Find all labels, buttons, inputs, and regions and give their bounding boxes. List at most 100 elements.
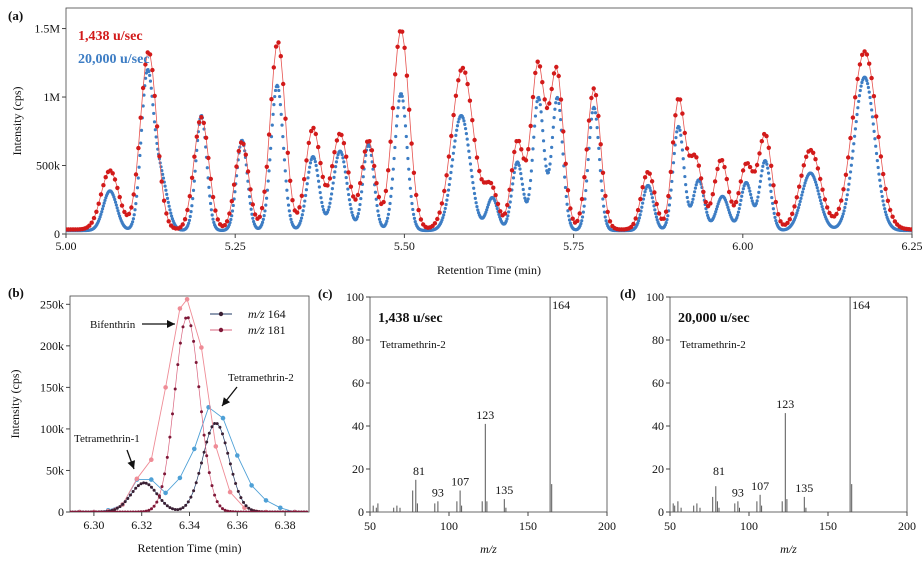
series-1438-point [860,52,865,57]
series-1438-point [222,223,227,228]
series-20000-point [513,166,517,170]
series-20000-point [448,177,452,181]
series-20000-point [852,142,856,146]
panel-d-peak-label: 81 [713,464,725,478]
series-20000-point [316,179,321,183]
series-1438-point [213,208,218,213]
series-20000-point [692,194,696,198]
series-mz-181-point [284,510,288,512]
series-20000-point [282,158,287,162]
sparse-series-2-point [149,457,154,463]
series-1438-point [369,148,375,153]
series-1438-point [759,139,764,144]
series-20000-point [152,111,156,116]
series-20000-point [848,170,853,174]
series-1438-point [584,147,589,152]
series-20000-point [497,212,501,216]
series-20000-point [586,157,590,162]
series-20000-point [706,213,710,217]
series-1438-point [745,161,750,166]
series-20000-point [581,210,585,214]
series-1438-point [535,59,540,64]
series-20000-point [766,166,770,170]
series-1438-point [404,73,410,78]
series-20000-point [403,124,408,128]
panel-c: (c) 0 20 40 60 80 100 50 100 150 200 m/z 1,438 u/sec… [318,286,616,556]
series-mz-181-point [168,435,172,439]
series-1438-point [388,139,393,144]
panel-d-xtick-label: 50 [664,519,676,533]
series-20000-point [100,207,105,211]
panel-c-peak-label: 123 [476,408,494,422]
series-1438-point [276,40,281,45]
series-20000-point [321,204,325,209]
series-20000-point [390,186,394,190]
series-mz-181-point [286,510,290,512]
series-mz-181-point [260,510,264,512]
series-1438-point [332,150,337,155]
series-20000-point [841,212,845,216]
series-20000-point [270,123,274,127]
series-1438-point [794,195,799,200]
series-mz-164-point [134,486,138,490]
series-1438-point [435,216,440,222]
panel-a-series-blue [66,68,912,233]
series-1438-point [285,150,290,155]
series-20000-point [144,71,148,75]
series-20000-point [115,206,119,210]
series-20000-point [844,197,849,202]
series-20000-point [267,169,271,173]
series-20000-point [134,202,138,206]
series-1438-point [393,72,398,77]
series-20000-point [187,218,192,222]
series-mz-181-point [139,510,143,512]
series-20000-point [693,190,697,194]
series-20000-point [878,178,882,182]
series-mz-181-point [186,316,190,320]
series-1438-point [416,207,421,213]
series-1438-point [463,70,468,75]
series-1438-point [234,164,239,169]
series-20000-point [249,207,253,211]
series-20000-point [875,159,879,163]
series-1438-point [862,49,867,54]
series-20000-point [394,124,399,128]
series-20000-point [350,210,354,214]
series-20000-point [333,170,337,174]
series-1438-point [189,175,195,180]
series-20000-point [698,180,702,184]
series-20000-point [168,208,172,212]
series-20000-point [113,197,117,202]
series-20000-point [538,103,542,107]
series-mz-164-point [173,508,177,511]
series-20000-point [533,124,537,128]
series-mz-181-point [202,433,206,437]
series-20000-point [442,210,447,214]
series-20000-point [561,152,565,156]
series-1438-point [869,75,874,81]
panel-d-xtick-label: 100 [740,519,758,533]
series-20000-point [135,186,140,190]
panel-a-ytick-label: 0 [54,227,60,241]
series-20000-point [394,134,398,139]
sparse-series-2-point [177,306,183,311]
series-20000-point [131,220,135,224]
series-1438-point [815,166,821,171]
series-1438-point [797,184,802,189]
series-20000-point [152,120,157,124]
sparse-series-1-point [192,446,197,452]
series-20000-point [133,208,137,212]
series-mz-181-point [144,509,148,512]
series-1438-point [635,207,641,213]
series-20000-point [402,106,406,110]
series-20000-point [674,135,678,140]
series-20000-point [472,191,477,196]
series-20000-point [228,220,232,225]
series-mz-181-point [221,507,224,511]
series-mz-164-point [202,450,206,454]
series-20000-point [334,160,339,164]
series-1438-point [726,189,732,195]
series-1438-point [318,160,323,166]
series-1438-point [850,115,856,120]
series-20000-point [303,199,307,203]
